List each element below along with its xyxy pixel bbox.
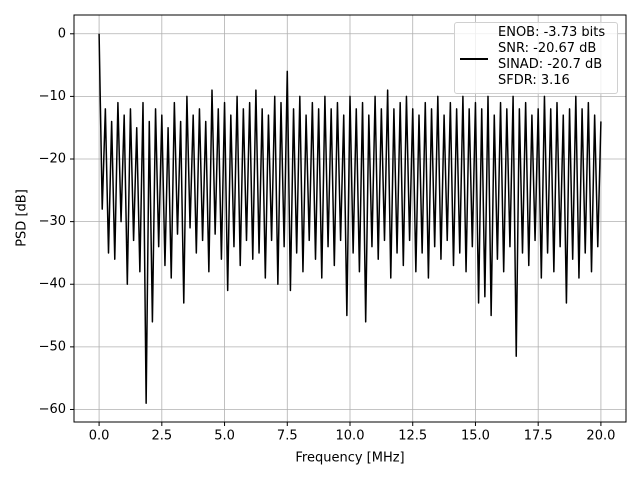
y-tick-label: −50 — [39, 339, 66, 354]
y-tick-label: −60 — [39, 402, 66, 417]
x-tick-label: 10.0 — [336, 429, 365, 444]
x-tick-label: 0.0 — [89, 429, 110, 444]
x-tick-label: 20.0 — [586, 429, 615, 444]
y-tick-label: −40 — [39, 277, 66, 292]
legend-label: ENOB: -3.73 bits SNR: -20.67 dB SINAD: -… — [498, 25, 606, 88]
y-tick-label: −30 — [39, 214, 66, 229]
y-tick-label: −20 — [39, 152, 66, 167]
legend-swatch — [460, 58, 488, 60]
psd-line — [98, 33, 602, 404]
y-tick-label: 0 — [58, 26, 66, 41]
x-tick-label: 5.0 — [214, 429, 235, 444]
x-tick-label: 7.5 — [277, 429, 298, 444]
x-tick-label: 17.5 — [524, 429, 553, 444]
y-tick-label: −10 — [39, 89, 66, 104]
y-axis-label: PSD [dB] — [15, 189, 30, 247]
x-tick-label: 15.0 — [461, 429, 490, 444]
x-tick-label: 2.5 — [151, 429, 172, 444]
x-tick-label: 12.5 — [398, 429, 427, 444]
x-axis-label: Frequency [MHz] — [295, 451, 404, 466]
legend: ENOB: -3.73 bits SNR: -20.67 dB SINAD: -… — [454, 22, 618, 94]
